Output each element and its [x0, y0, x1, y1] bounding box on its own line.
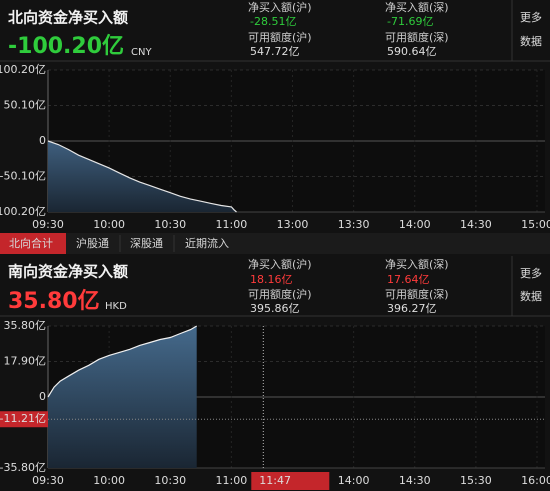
tab-bar: 北向合计 沪股通 深股通 近期流入 [0, 233, 550, 254]
total: 35.80亿 [8, 289, 100, 314]
x-tick-label: 10:30 [154, 218, 186, 231]
x-tick-label: 09:30 [32, 218, 64, 231]
y-tick-label: 0 [39, 134, 46, 147]
y-tick-label: 17.90亿 [4, 355, 47, 368]
x-tick-label: 10:00 [93, 474, 125, 487]
x-tick-label: 15:00 [521, 218, 550, 231]
x-tick-label: 14:30 [460, 218, 492, 231]
y-tick-label: -35.80亿 [0, 461, 46, 474]
y-tick-label: 100.20亿 [0, 63, 46, 76]
more-link[interactable]: 数据 [520, 34, 542, 48]
stat-label: 净买入额(深) [385, 257, 449, 271]
title: 北向资金净买入额 [8, 9, 128, 27]
x-tick-label: 14:00 [338, 474, 370, 487]
tab[interactable]: 北向合计 [9, 236, 53, 250]
stat-value: 547.72亿 [250, 45, 300, 58]
stat-value: 17.64亿 [387, 273, 430, 286]
stat-value: 18.16亿 [250, 273, 293, 286]
tab[interactable]: 沪股通 [76, 236, 109, 250]
y-tick-label: -50.10亿 [0, 170, 46, 183]
more-link[interactable]: 更多 [520, 266, 542, 280]
north-header: 北向资金净买入额 -100.20亿 CNY 净买入额(沪) -28.51亿 可用… [0, 0, 550, 62]
x-tick-label: 11:00 [216, 218, 248, 231]
stat-value: 590.64亿 [387, 45, 437, 58]
x-tick-label: 13:30 [338, 218, 370, 231]
y-tick-label: 0 [39, 390, 46, 403]
area [48, 326, 197, 468]
tab-active-bg [0, 233, 66, 254]
x-tick-label: 15:30 [460, 474, 492, 487]
area [48, 141, 237, 212]
x-tick-label: 11:00 [216, 474, 248, 487]
cursor-y-label: -11.21亿 [0, 412, 46, 425]
cursor-x-box [251, 472, 330, 490]
x-tick-label: 13:00 [277, 218, 309, 231]
x-tick-label: 14:00 [399, 218, 431, 231]
currency: HKD [105, 301, 127, 312]
x-tick-label: 09:30 [32, 474, 64, 487]
title: 南向资金净买入额 [8, 263, 128, 281]
tab[interactable]: 近期流入 [185, 236, 229, 250]
line [47, 140, 237, 213]
cursor-y-box [0, 411, 48, 428]
stat-value: -28.51亿 [250, 15, 296, 28]
y-tick-label: -100.20亿 [0, 205, 46, 218]
more-link[interactable]: 更多 [520, 10, 542, 24]
stat-label: 净买入额(沪) [248, 0, 312, 14]
tab[interactable]: 深股通 [130, 237, 163, 250]
south-header: 南向资金净买入额 35.80亿 HKD 净买入额(沪) 18.16亿 可用额度(… [0, 256, 550, 317]
stat-label: 净买入额(深) [385, 0, 449, 14]
x-tick-label: 10:30 [154, 474, 186, 487]
stat-label: 可用额度(沪) [248, 30, 312, 44]
y-tick-label: 35.80亿 [4, 319, 47, 332]
stat-value: 395.86亿 [250, 302, 300, 315]
currency: CNY [131, 47, 152, 58]
y-tick-label: 50.10亿 [4, 99, 47, 112]
stat-label: 可用额度(深) [385, 287, 449, 301]
stat-value: -71.69亿 [387, 15, 433, 28]
stat-label: 净买入额(沪) [248, 257, 312, 271]
line [47, 325, 198, 398]
x-tick-label: 14:30 [399, 474, 431, 487]
total: -100.20亿 [8, 34, 124, 59]
x-tick-label: 10:00 [93, 218, 125, 231]
cursor-x-label: 11:47 [259, 474, 291, 487]
stat-label: 可用额度(深) [385, 30, 449, 44]
x-tick-label: 16:00 [521, 474, 550, 487]
stat-value: 396.27亿 [387, 302, 437, 315]
stat-label: 可用额度(沪) [248, 287, 312, 301]
more-link[interactable]: 数据 [520, 289, 542, 303]
